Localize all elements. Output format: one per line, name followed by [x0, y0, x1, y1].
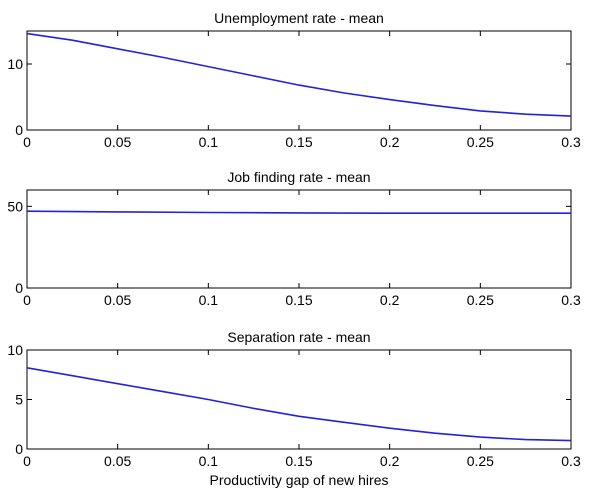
- x-tick-label: 0: [23, 134, 31, 150]
- x-tick-label: 0.15: [285, 292, 312, 308]
- x-tick-label: 0.05: [104, 453, 131, 469]
- chart-1: Unemployment rate - mean 0 0.05 0.1 0.15 0.2 0…: [7, 10, 581, 150]
- plot-area: [26, 189, 572, 289]
- x-tick-label: 0.25: [467, 292, 494, 308]
- series-line: [26, 32, 572, 117]
- x-tick-label: 0.05: [104, 292, 131, 308]
- y-tick-label: 5: [15, 392, 23, 408]
- x-tick-label: 0.15: [285, 453, 312, 469]
- x-tick-label: 0.1: [199, 453, 219, 469]
- y-tick-label: 10: [7, 342, 23, 358]
- plot-area: [26, 349, 572, 450]
- y-tick-label: 0: [15, 441, 23, 457]
- x-tick-label: 0.3: [561, 453, 581, 469]
- x-tick-label: 0.1: [199, 134, 219, 150]
- chart-title: Job finding rate - mean: [227, 169, 370, 185]
- x-tick-label: 0: [23, 292, 31, 308]
- series-line: [26, 210, 571, 214]
- x-tick-label: 0.15: [285, 134, 312, 150]
- x-tick-label: 0.3: [561, 292, 581, 308]
- x-tick-label: 0.25: [467, 453, 494, 469]
- y-tick-label: 10: [7, 56, 23, 72]
- y-tick-label: 0: [15, 122, 23, 138]
- plot-area: [26, 30, 572, 131]
- x-tick-label: 0.2: [380, 292, 400, 308]
- series-line: [26, 367, 572, 442]
- x-tick-label: 0: [23, 453, 31, 469]
- chart-3: Separation rate - mean 0 0.05 0.1 0.15 0.2 0.2…: [7, 329, 581, 488]
- x-tick-label: 0.3: [561, 134, 581, 150]
- x-axis-label: Productivity gap of new hires: [210, 472, 389, 488]
- y-tick-label: 50: [7, 198, 23, 214]
- x-tick-label: 0.1: [199, 292, 219, 308]
- x-tick-label: 0.25: [467, 134, 494, 150]
- x-tick-label: 0.05: [104, 134, 131, 150]
- x-tick-label: 0.2: [380, 134, 400, 150]
- x-tick-label: 0.2: [380, 453, 400, 469]
- chart-title: Separation rate - mean: [227, 329, 370, 345]
- chart-title: Unemployment rate - mean: [214, 10, 384, 26]
- chart-2: Job finding rate - mean 0 0.05 0.1 0.15 0.2 0.…: [7, 169, 581, 308]
- y-tick-label: 0: [15, 280, 23, 296]
